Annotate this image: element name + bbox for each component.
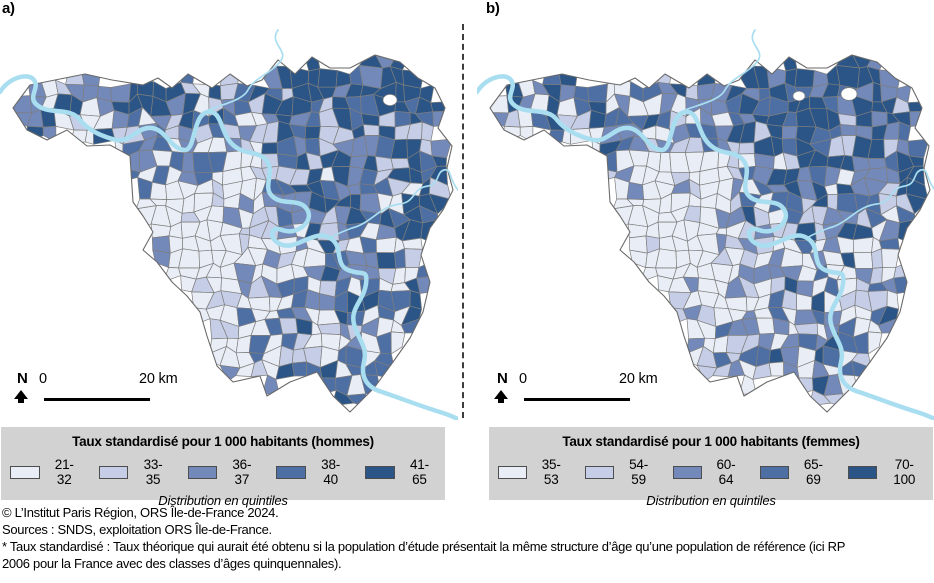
scalebar-line xyxy=(44,398,150,401)
quintile-4-range: 38-40 xyxy=(321,457,341,487)
quintile-3-range: 36-37 xyxy=(232,457,252,487)
scalebar-distance: 20 km xyxy=(619,371,658,387)
legend-class: 33-35 xyxy=(98,457,170,487)
quintile-1-range: 35-53 xyxy=(541,457,561,487)
scalebar-distance: 20 km xyxy=(139,371,178,387)
north-arrow-icon xyxy=(494,390,508,403)
legend-class: 38-40 xyxy=(276,457,347,487)
legend-title: Taux standardisé pour 1 000 habitants (f… xyxy=(562,434,860,449)
north-label: N xyxy=(497,370,508,387)
quintile-1-swatch xyxy=(10,465,40,479)
copyright-line: © L’Institut Paris Région, ORS Île-de-Fr… xyxy=(2,505,279,520)
north-arrow-icon xyxy=(14,390,28,403)
quintile-1-range: 21-32 xyxy=(54,457,74,487)
quintile-4-swatch xyxy=(276,465,307,479)
scalebar-line xyxy=(524,398,630,401)
legend-class: 35-53 xyxy=(498,457,567,487)
quintile-3-swatch xyxy=(672,465,702,479)
legend-class: 60-64 xyxy=(672,457,742,487)
footnote-line-2: 2006 pour la France avec des classes d’â… xyxy=(2,556,342,571)
quintile-5-range: 41-65 xyxy=(409,457,429,487)
legend-class: 65-69 xyxy=(760,457,829,487)
quintile-5-range: 70-100 xyxy=(893,457,916,487)
sources-line: Sources : SNDS, exploitation ORS Île-de-… xyxy=(2,522,272,537)
quintile-5-swatch xyxy=(847,465,877,479)
panel-divider xyxy=(462,24,464,418)
legend-femmes: Taux standardisé pour 1 000 habitants (f… xyxy=(489,427,933,508)
north-label: N xyxy=(17,370,28,387)
quintile-4-range: 65-69 xyxy=(803,457,823,487)
choropleth-map-femmes xyxy=(477,29,934,420)
choropleth-map-hommes xyxy=(0,29,458,420)
footnote-line-1: * Taux standardisé : Taux théorique qui … xyxy=(2,539,846,554)
quintile-1-swatch xyxy=(498,465,528,479)
quintile-2-swatch xyxy=(585,465,615,479)
legend-title: Taux standardisé pour 1 000 habitants (h… xyxy=(72,434,374,449)
legend-class: 41-65 xyxy=(365,457,436,487)
legend-class: 70-100 xyxy=(847,457,924,487)
quintile-5-swatch xyxy=(365,465,395,479)
legend-note: Distribution en quintiles xyxy=(646,493,776,508)
legend-class: 36-37 xyxy=(187,457,259,487)
legend-classes: 35-53 54-59 60-64 65-69 70-100 xyxy=(489,457,933,487)
quintile-2-range: 33-35 xyxy=(143,457,163,487)
legend-hommes: Taux standardisé pour 1 000 habitants (h… xyxy=(1,427,445,508)
legend-class: 54-59 xyxy=(585,457,654,487)
quintile-3-range: 60-64 xyxy=(716,457,736,487)
scalebar-zero: 0 xyxy=(519,371,527,387)
scalebar-zero: 0 xyxy=(39,371,47,387)
quintile-3-swatch xyxy=(187,465,218,479)
source-footnote: © L’Institut Paris Région, ORS Île-de-Fr… xyxy=(2,504,933,572)
quintile-2-range: 54-59 xyxy=(629,457,649,487)
quintile-2-swatch xyxy=(98,465,129,479)
panel-a-label: a) xyxy=(2,0,15,17)
legend-note: Distribution en quintiles xyxy=(158,493,288,508)
legend-class: 21-32 xyxy=(10,457,81,487)
quintile-4-swatch xyxy=(760,465,790,479)
panel-b-label: b) xyxy=(486,0,500,17)
legend-classes: 21-32 33-35 36-37 38-40 41-65 xyxy=(1,457,445,487)
